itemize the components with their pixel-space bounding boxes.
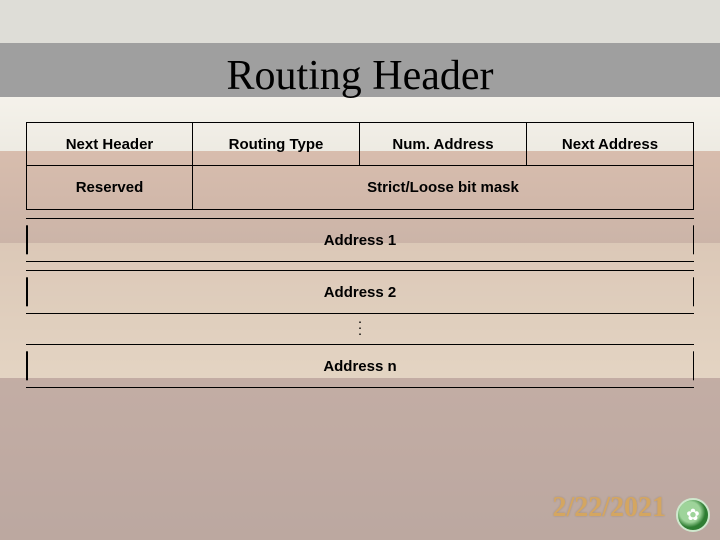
field-next-address: Next Address (527, 122, 694, 166)
leaf-icon: ✿ (686, 505, 699, 525)
slide-title: Routing Header (0, 0, 720, 122)
ellipsis-vertical: ... (26, 314, 694, 340)
field-address-1: Address 1 (26, 218, 694, 262)
routing-header-diagram: Next Header Routing Type Num. Address Ne… (26, 122, 694, 388)
address-row-1: Address 1 (26, 218, 694, 262)
logo-icon: ✿ (676, 498, 710, 532)
footer-date: 2/22/2021 (552, 492, 666, 524)
address-row-n: Address n (26, 344, 694, 388)
field-reserved: Reserved (26, 166, 193, 210)
field-strict-loose: Strict/Loose bit mask (193, 166, 694, 210)
field-address-n: Address n (26, 344, 694, 388)
field-routing-type: Routing Type (193, 122, 360, 166)
field-next-header: Next Header (26, 122, 193, 166)
address-row-2: Address 2 (26, 270, 694, 314)
field-address-2: Address 2 (26, 270, 694, 314)
header-row-1: Next Header Routing Type Num. Address Ne… (26, 122, 694, 166)
slide-container: Routing Header Next Header Routing Type … (0, 0, 720, 540)
field-num-address: Num. Address (360, 122, 527, 166)
header-row-2: Reserved Strict/Loose bit mask (26, 166, 694, 210)
